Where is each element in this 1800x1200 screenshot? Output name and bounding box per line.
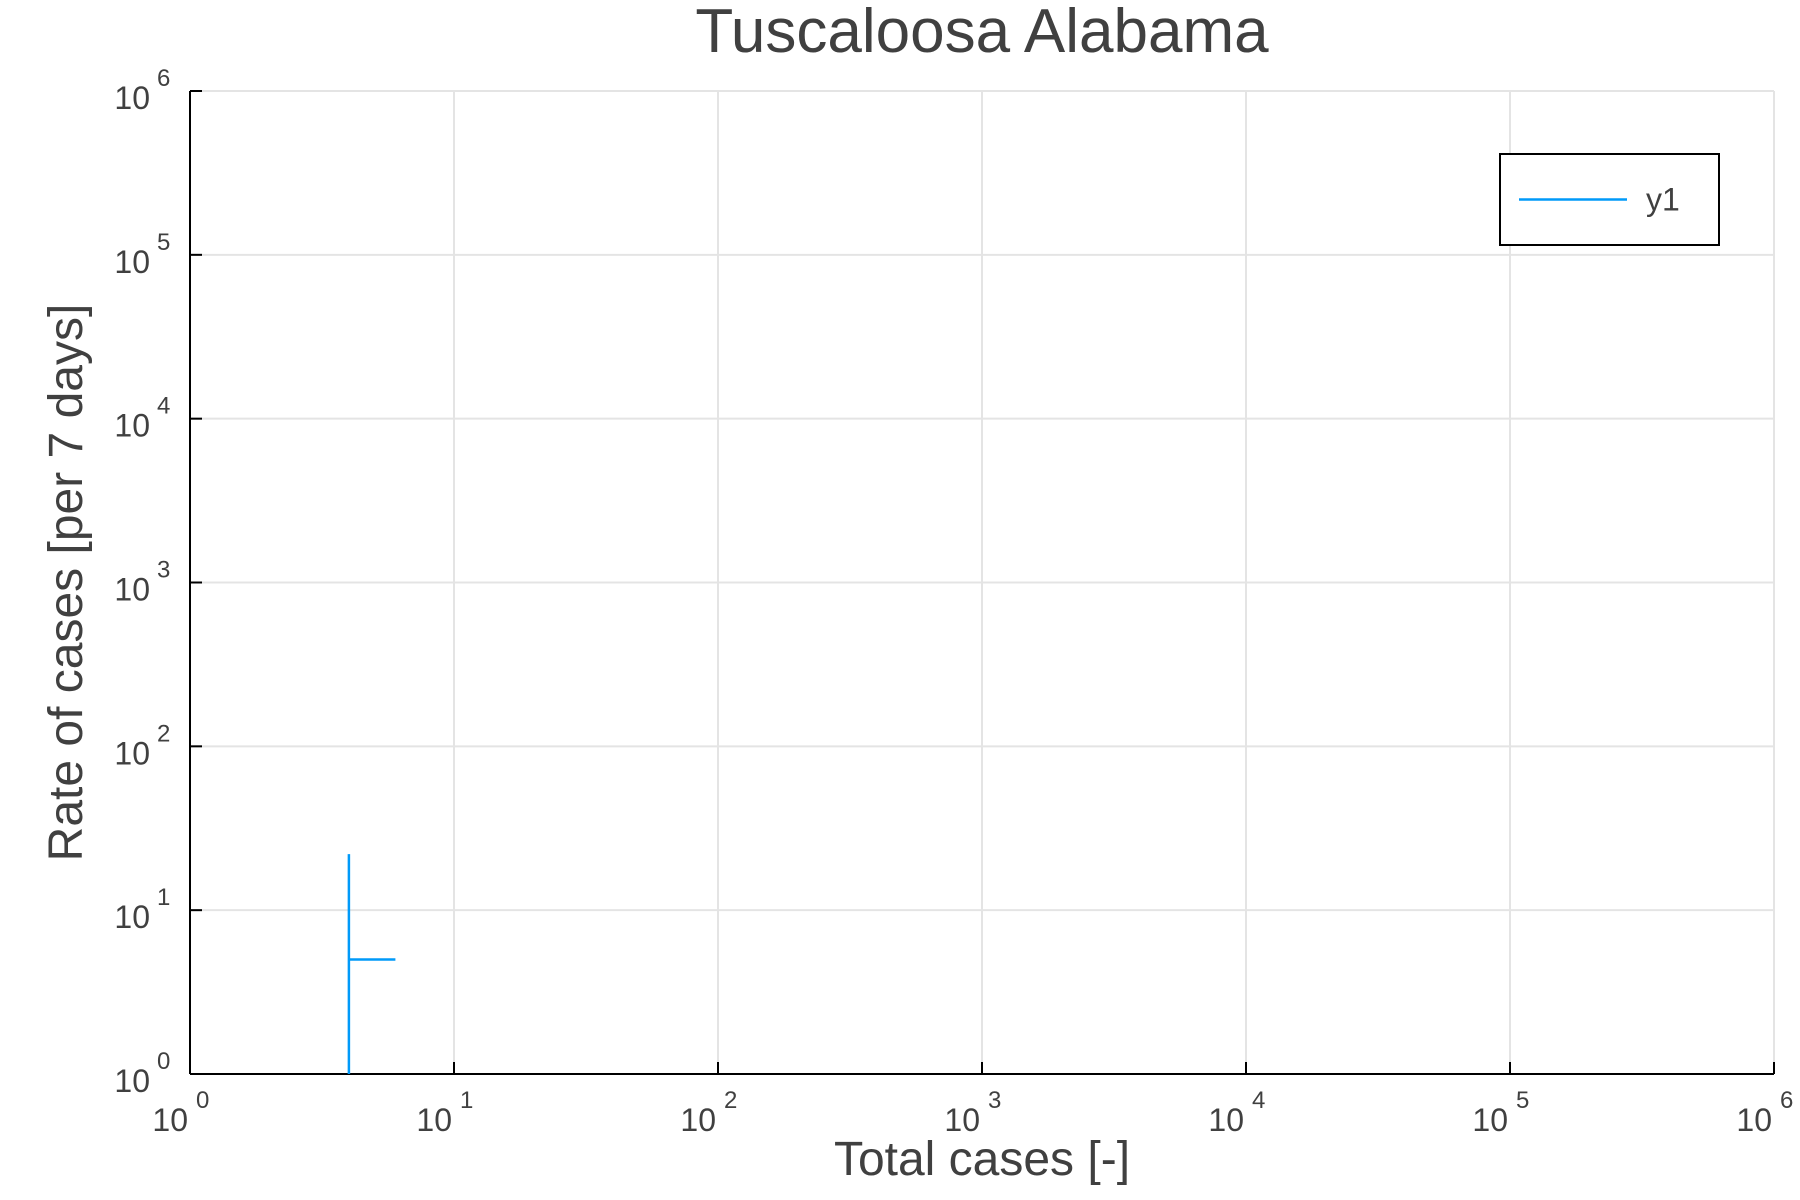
y-tick-label: 10 (114, 1063, 150, 1099)
x-tick-label: 10 (944, 1102, 980, 1138)
y-tick-exponent: 3 (157, 557, 170, 584)
y-tick-exponent: 2 (157, 720, 170, 747)
x-tick-label: 10 (416, 1102, 452, 1138)
x-tick-exponent: 5 (1516, 1087, 1529, 1114)
y-tick-label: 10 (114, 408, 150, 444)
y-tick-exponent: 5 (157, 229, 170, 256)
y-tick-exponent: 1 (157, 884, 170, 911)
x-tick-label: 10 (152, 1102, 188, 1138)
y-tick-label: 10 (114, 244, 150, 280)
series-line-y1 (347, 854, 396, 1074)
series-group (347, 854, 396, 1074)
y-tick-exponent: 0 (157, 1048, 170, 1075)
x-tick-exponent: 3 (988, 1087, 1001, 1114)
chart-title: Tuscaloosa Alabama (695, 0, 1269, 66)
y-axis-label: Rate of cases [per 7 days] (40, 304, 93, 862)
x-axis-label: Total cases [-] (834, 1133, 1130, 1186)
legend: y1 (1499, 153, 1720, 246)
y-tick-exponent: 4 (157, 393, 170, 420)
x-tick-label: 10 (1208, 1102, 1244, 1138)
x-tick-label: 10 (1472, 1102, 1508, 1138)
axes (189, 90, 1775, 1075)
y-tick-label: 10 (114, 899, 150, 935)
legend-label: y1 (1646, 182, 1680, 218)
x-tick-label: 10 (680, 1102, 716, 1138)
x-tick-exponent: 6 (1780, 1087, 1793, 1114)
x-tick-exponent: 2 (724, 1087, 737, 1114)
y-tick-label: 10 (114, 572, 150, 608)
x-tick-label: 10 (1736, 1102, 1772, 1138)
y-tick-label: 10 (114, 735, 150, 771)
x-tick-exponent: 4 (1252, 1087, 1265, 1114)
x-tick-exponent: 1 (460, 1087, 473, 1114)
y-tick-label: 10 (114, 80, 150, 116)
x-tick-exponent: 0 (196, 1087, 209, 1114)
y-tick-exponent: 6 (157, 65, 170, 92)
tick-labels: 1001011021031041051061001011021031041051… (114, 65, 1793, 1138)
